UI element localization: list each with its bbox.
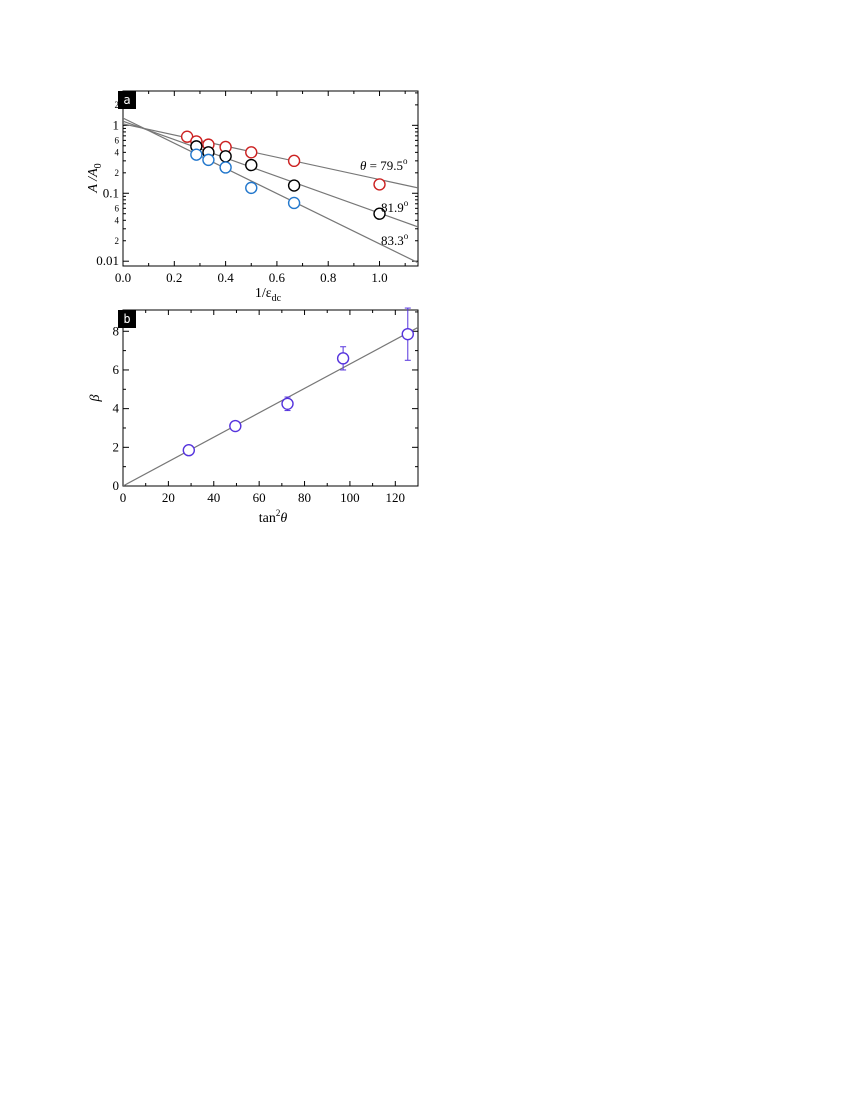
series-label-degree: o (404, 198, 409, 208)
x-tick-label: 0.6 (269, 270, 286, 285)
panel-b-xlabel-tail: θ (280, 511, 287, 526)
y-minor-tick-label: 2 (115, 236, 120, 246)
x-tick-label: 0.0 (115, 270, 131, 285)
panel-a-axes: 0.0 0.2 0.4 0.6 0.8 1.0 0.01 0.1 1 2 4 6 2 4 6 2 (96, 91, 418, 285)
x-tick-label: 20 (162, 490, 175, 505)
panel-a-ylabel-main: A /A (86, 168, 101, 194)
panel-a: a 0.0 0.2 0.4 0.6 0.8 1.0 0.01 0.1 1 2 4 6 2 4 6 2 θ = … (86, 90, 419, 304)
series-label-value: 79.5 (380, 158, 403, 173)
series-label-equals: = (366, 158, 380, 173)
panel-a-xlabel: 1/εdc (255, 286, 282, 304)
x-tick-label: 1.0 (371, 270, 387, 285)
panel-b-letter: b (123, 312, 130, 326)
data-point (182, 444, 196, 457)
series-label-degree: o (404, 231, 409, 241)
x-tick-label: 120 (386, 490, 406, 505)
x-tick-label: 0.2 (166, 270, 182, 285)
series-label-prefix: θ (360, 158, 367, 173)
y-tick-label: 6 (113, 362, 120, 377)
fit-line (123, 326, 418, 486)
y-minor-tick-label: 6 (115, 203, 120, 213)
y-minor-tick-label: 2 (115, 168, 120, 178)
y-tick-label: 4 (113, 401, 120, 416)
x-tick-label: 0.4 (217, 270, 234, 285)
y-minor-tick-label: 4 (115, 215, 120, 225)
y-tick-label: 1 (113, 117, 120, 132)
panel-b-xlabel-sup: 2 (276, 508, 281, 518)
panel-a-frame (122, 90, 419, 267)
panel-a-xlabel-sub: dc (272, 293, 282, 304)
data-point-83.3 (219, 161, 232, 174)
data-point-79.5 (245, 146, 258, 159)
panel-b-axes: 0 20 40 60 80 100 120 0 2 4 6 8 (113, 310, 418, 505)
panel-b-points (182, 307, 414, 457)
y-tick-label: 0.1 (103, 185, 119, 200)
x-tick-label: 0 (120, 490, 127, 505)
data-point-83.3 (202, 153, 215, 167)
data-point-83.3 (245, 181, 258, 195)
y-minor-tick-label: 2 (115, 100, 120, 110)
panel-a-ylabel-sub: 0 (93, 163, 104, 168)
data-point-83.3 (287, 196, 301, 210)
panel-a-fit-lines (123, 117, 418, 264)
data-point-79.5 (287, 154, 301, 168)
data-point-83.3 (190, 148, 203, 161)
data-point-81.9 (245, 158, 258, 172)
y-tick-label: 0.01 (96, 253, 119, 268)
panel-b-fit-line (123, 326, 418, 486)
series-label-79.5: θ = 79.5o (360, 156, 408, 173)
series-label-degree: o (403, 156, 408, 166)
panel-b-frame (122, 309, 419, 487)
x-tick-label: 60 (253, 490, 266, 505)
data-point (281, 397, 294, 411)
x-tick-label: 40 (207, 490, 220, 505)
panel-a-xlabel-main: 1/ε (255, 286, 272, 301)
fit-line-83.3 (123, 117, 418, 264)
panel-a-ylabel: A /A0 (86, 163, 104, 193)
x-tick-label: 80 (298, 490, 311, 505)
data-point-79.5 (373, 178, 386, 191)
fit-line-79.5 (123, 123, 418, 189)
x-tick-label: 0.8 (320, 270, 336, 285)
panel-b-xlabel: tan2θ (259, 508, 288, 526)
series-label-83.3: 83.3o (381, 231, 409, 248)
y-minor-tick-label: 4 (115, 147, 120, 157)
fit-line-81.9 (123, 120, 418, 228)
x-tick-label: 100 (340, 490, 360, 505)
data-point (336, 352, 350, 365)
panel-a-letter: a (123, 93, 130, 107)
panel-a-points (180, 130, 386, 220)
y-tick-label: 0 (113, 478, 120, 493)
data-point (401, 327, 414, 341)
y-tick-label: 8 (113, 323, 120, 338)
data-point (229, 419, 242, 433)
data-point-81.9 (219, 150, 232, 163)
y-tick-label: 2 (113, 439, 120, 454)
series-label-value: 81.9 (381, 200, 404, 215)
data-point-81.9 (287, 179, 301, 192)
panel-b-ylabel: β (88, 394, 103, 402)
y-minor-tick-label: 6 (115, 135, 120, 145)
panel-b-xlabel-main: tan (259, 511, 276, 526)
series-label-81.9: 81.9o (381, 198, 409, 215)
series-label-value: 83.3 (381, 233, 404, 248)
data-point-81.9 (373, 207, 386, 220)
